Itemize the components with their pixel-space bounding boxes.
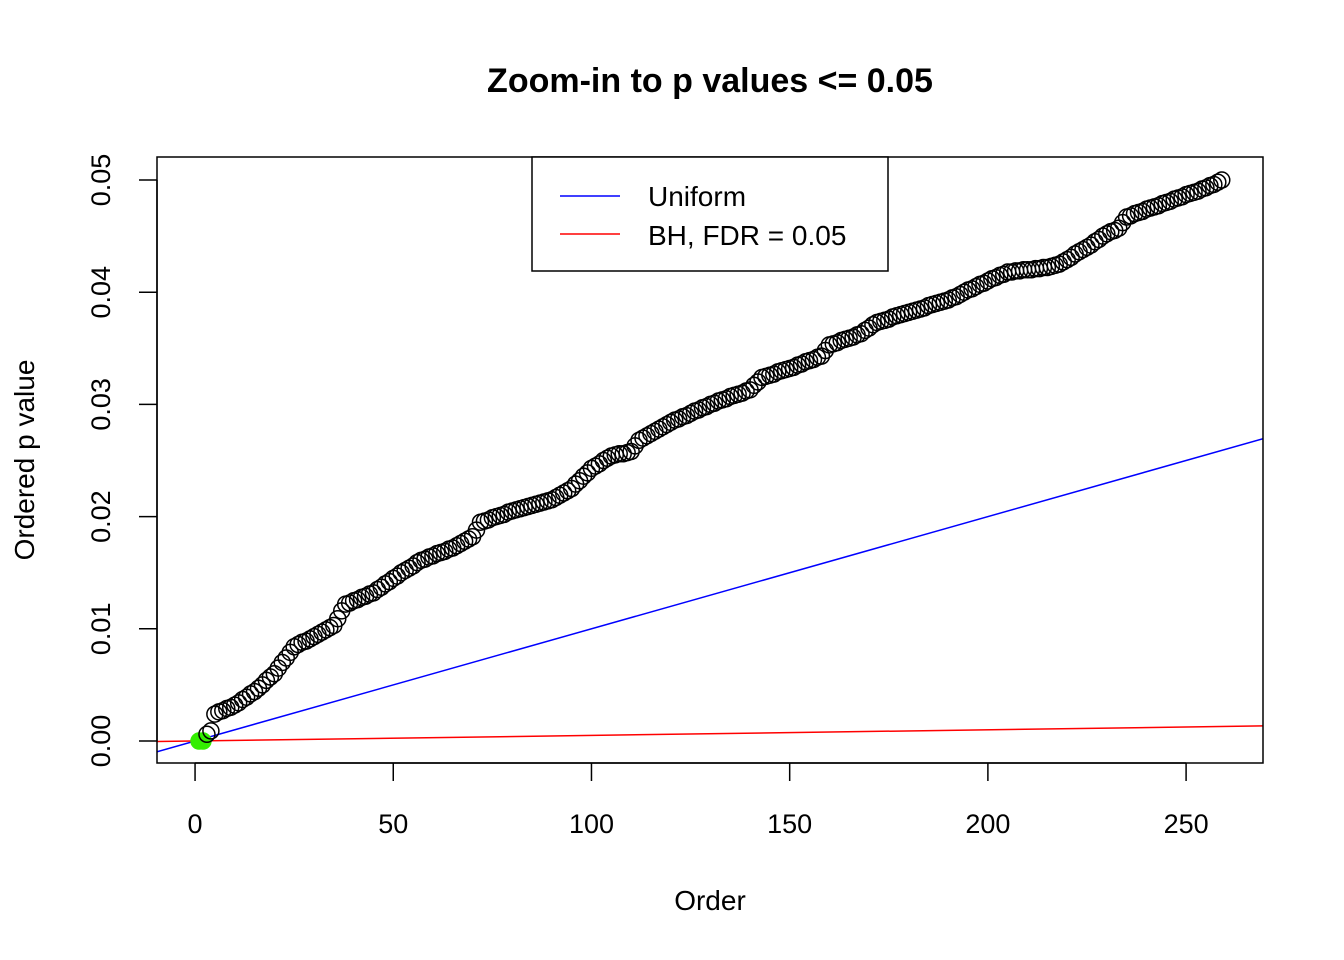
- points: [190, 171, 1231, 750]
- x-tick-label: 100: [569, 809, 614, 839]
- x-tick-label: 200: [965, 809, 1010, 839]
- data-point: [1189, 182, 1207, 200]
- data-point: [967, 277, 985, 296]
- data-point: [880, 310, 898, 328]
- data-point: [939, 291, 957, 309]
- y-tick-label: 0.02: [86, 490, 116, 543]
- data-point: [329, 609, 347, 628]
- y-tick-label: 0.04: [86, 266, 116, 319]
- data-point: [689, 401, 708, 419]
- data-point: [198, 725, 216, 744]
- x-tick-label: 50: [378, 809, 408, 839]
- data-point: [348, 590, 367, 609]
- data-point: [705, 394, 724, 413]
- data-point: [955, 283, 973, 301]
- reference-line-0: [157, 438, 1263, 753]
- data-point: [408, 553, 426, 572]
- data-point: [915, 299, 934, 317]
- data-point: [733, 384, 751, 402]
- data-point: [416, 550, 434, 568]
- data-point: [864, 315, 882, 334]
- data-point: [828, 333, 846, 352]
- legend-box: [531, 156, 889, 272]
- y-axis-label: Ordered p value: [9, 360, 40, 561]
- y-axis: 0.00 0.01 0.02 0.03 0.04 0.05: [86, 154, 158, 768]
- y-tick-label: 0.03: [86, 378, 116, 431]
- data-point: [436, 542, 454, 561]
- data-point: [804, 350, 823, 369]
- reference-lines: [157, 438, 1263, 753]
- y-tick-label: 0.05: [86, 154, 116, 207]
- data-point: [289, 635, 307, 654]
- data-point: [1121, 207, 1140, 225]
- data-point: [681, 404, 700, 423]
- data-point: [273, 653, 292, 672]
- y-tick-label: 0.01: [86, 603, 116, 656]
- data-point: [1197, 179, 1215, 197]
- data-point: [610, 445, 628, 463]
- data-point: [1149, 197, 1168, 215]
- data-point: [717, 390, 736, 408]
- data-point: [1098, 225, 1116, 243]
- data-point: [784, 358, 803, 377]
- x-axis: 0 50 100 150 200 250: [188, 762, 1209, 839]
- x-tick-label: 250: [1164, 809, 1209, 839]
- data-point: [340, 594, 359, 612]
- data-point: [765, 365, 783, 383]
- legend-label-bh: BH, FDR = 0.05: [648, 220, 846, 251]
- x-tick-label: 150: [767, 809, 812, 839]
- data-point: [206, 705, 224, 723]
- data-point: [697, 397, 716, 416]
- data-point: [202, 722, 220, 740]
- reference-line-1: [157, 725, 1263, 743]
- data-point: [479, 511, 498, 529]
- data-point: [669, 410, 688, 428]
- data-point: [987, 268, 1005, 287]
- x-tick-label: 0: [188, 809, 203, 839]
- x-axis-label: Order: [674, 885, 746, 916]
- legend: Uniform BH, FDR = 0.05: [531, 156, 889, 272]
- data-point: [598, 449, 617, 468]
- data-point: [1161, 192, 1179, 211]
- chart-title: Zoom-in to p values <= 0.05: [487, 62, 933, 100]
- data-point: [792, 355, 811, 373]
- data-point: [214, 701, 232, 720]
- data-point: [424, 547, 442, 565]
- y-tick-label: 0.00: [86, 715, 116, 768]
- data-point: [662, 413, 680, 432]
- legend-label-uniform: Uniform: [648, 181, 746, 212]
- data-point: [277, 649, 295, 667]
- data-point: [1209, 173, 1227, 191]
- data-point: [1133, 202, 1152, 221]
- data-point: [1213, 171, 1231, 189]
- data-point: [495, 505, 514, 524]
- data-point: [979, 272, 997, 290]
- data-point: [1173, 188, 1191, 206]
